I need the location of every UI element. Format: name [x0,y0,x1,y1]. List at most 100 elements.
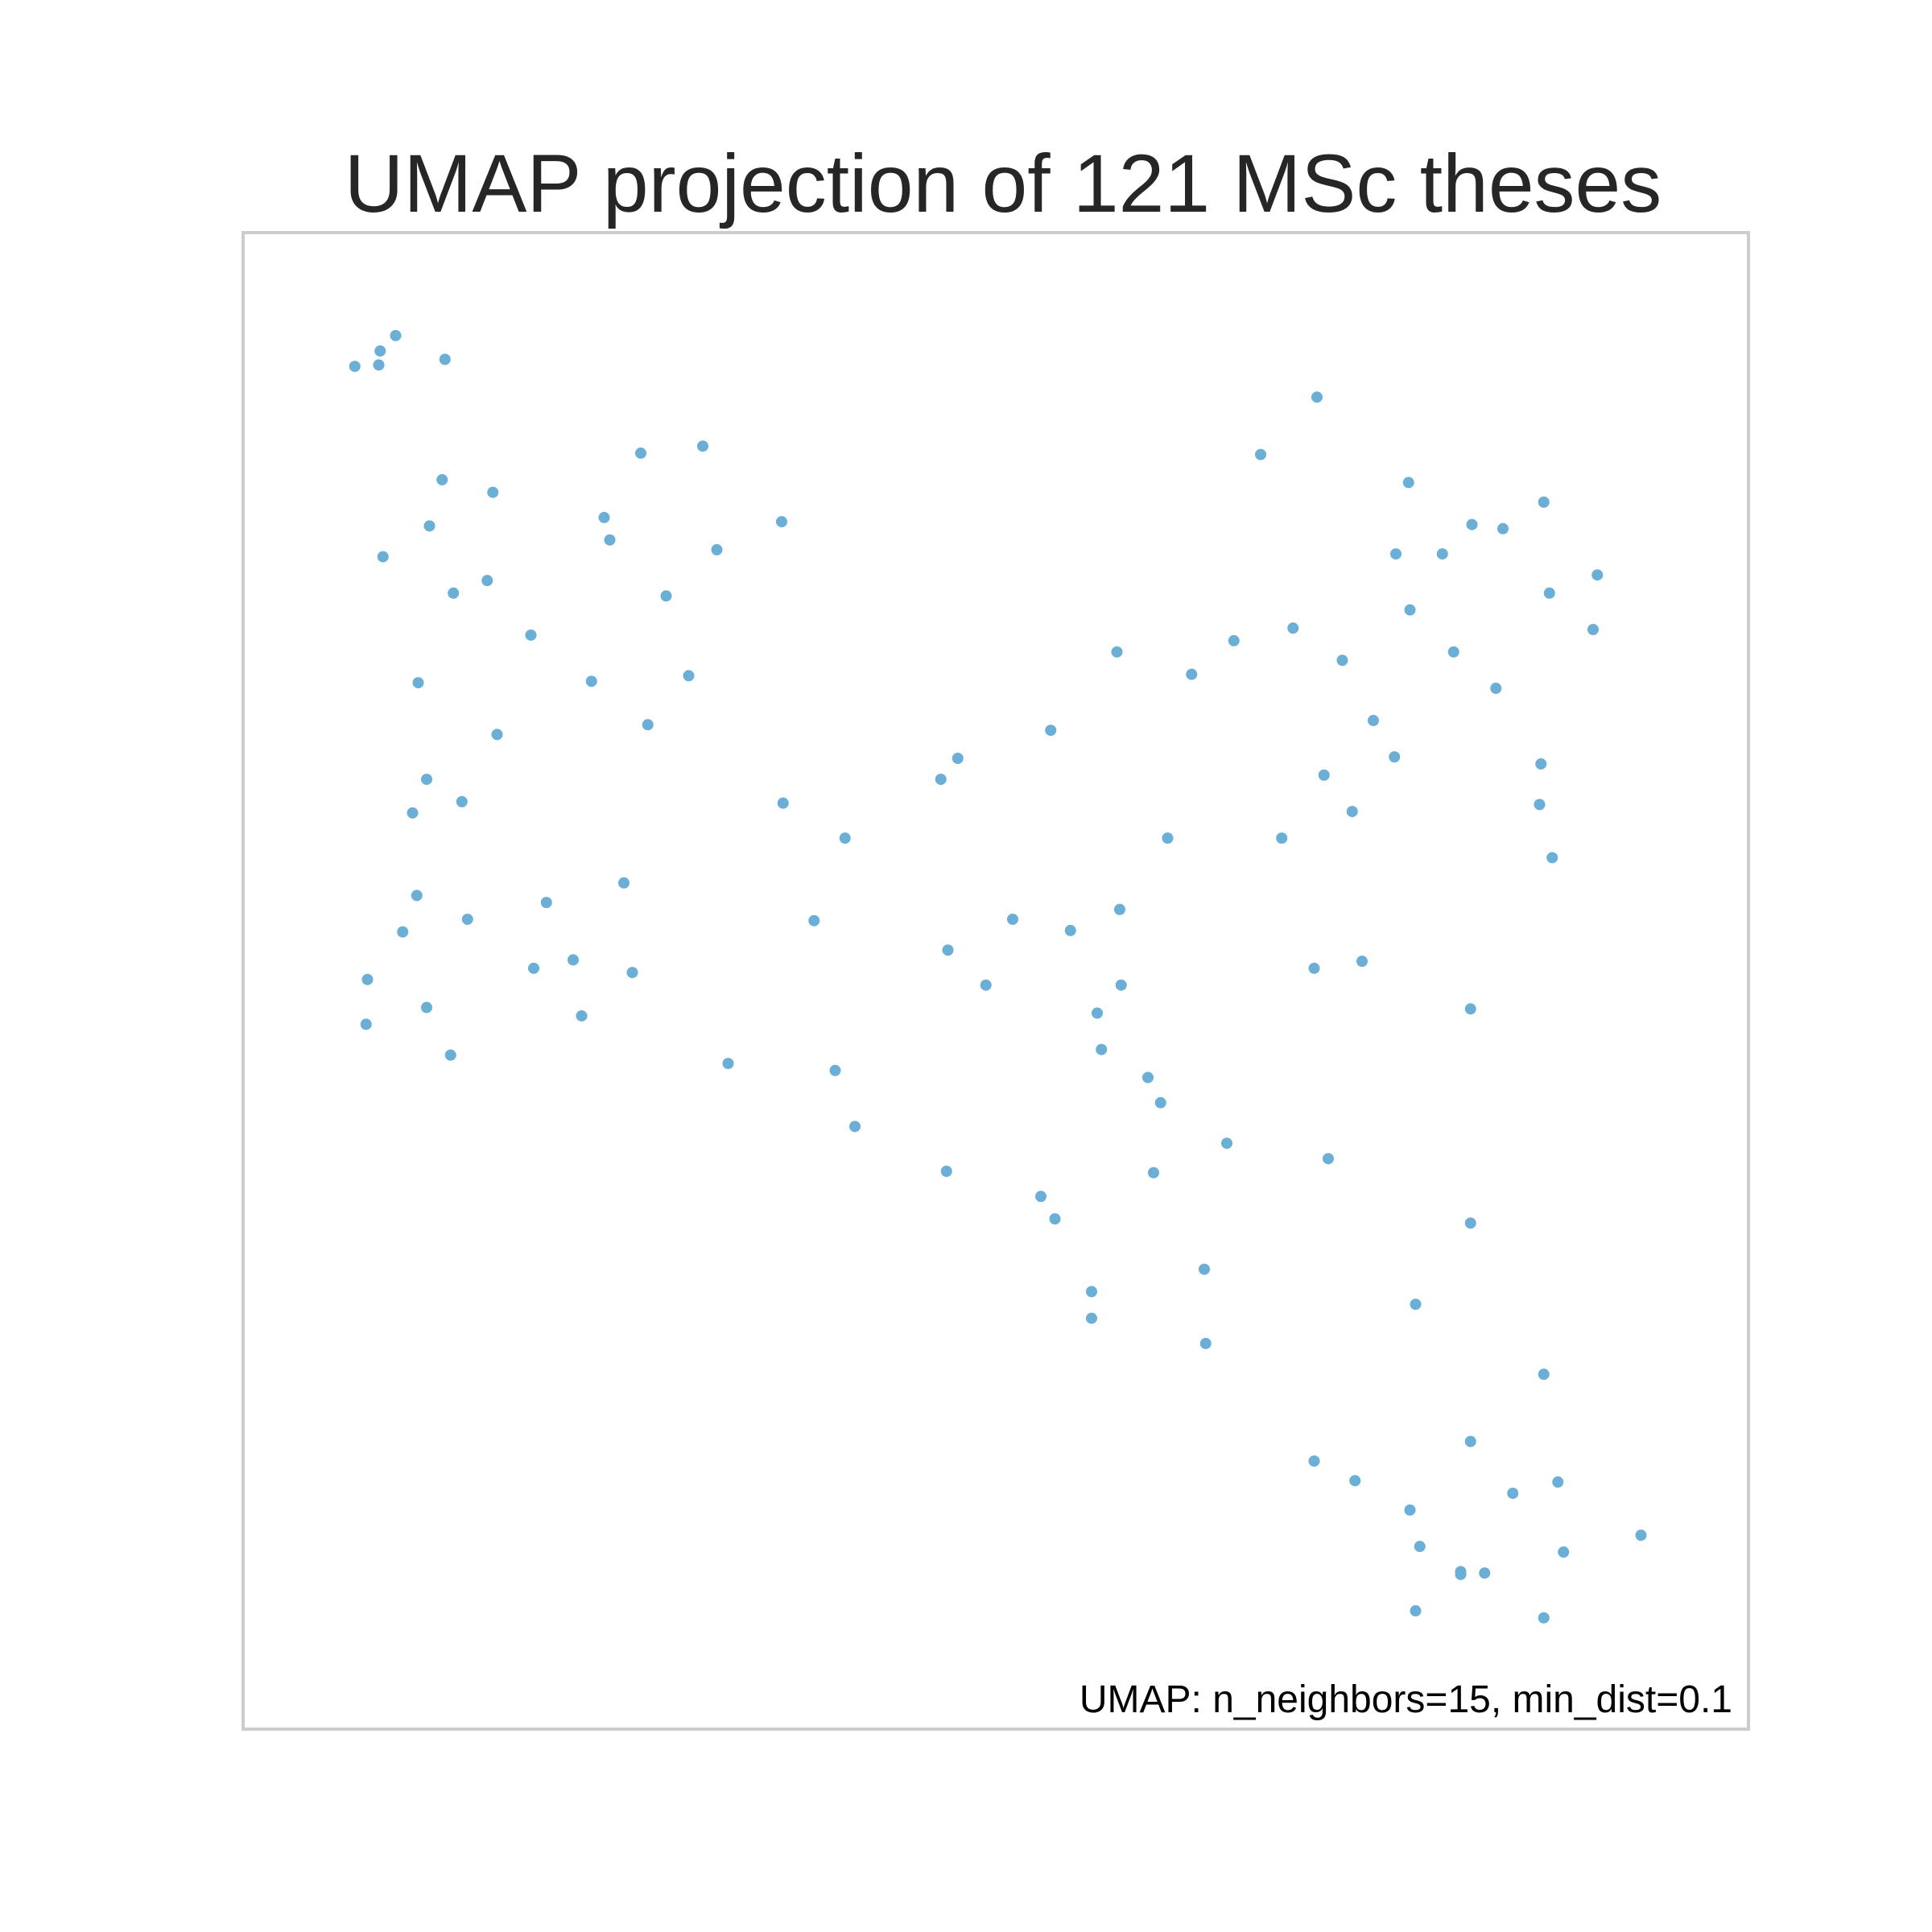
scatter-point [421,774,432,786]
scatter-point [1402,477,1414,489]
scatter-point [1587,624,1599,636]
scatter-point [1308,962,1320,974]
scatter-point [411,890,423,902]
scatter-point [423,520,436,532]
scatter-point [1086,1286,1097,1298]
scatter-point [1436,548,1448,560]
scatter-point [1356,956,1368,968]
scatter-point [361,973,374,985]
scatter-point [683,670,695,682]
scatter-point [448,587,460,599]
scatter-point [839,832,851,844]
scatter-point [1186,668,1198,680]
scatter-point [528,962,539,974]
scatter-point [1092,1007,1103,1019]
scatter-point [374,345,386,357]
scatter-point [1064,924,1076,936]
scatter-point [935,774,947,786]
scatter-point [1148,1166,1159,1179]
scatter-point [849,1121,861,1133]
scatter-point [540,897,552,909]
scatter-point [1162,832,1174,844]
scatter-point [1538,1612,1550,1624]
scatter-point [491,729,503,741]
scatter-point [598,511,610,523]
scatter-point [660,590,672,602]
scatter-point [576,1009,588,1022]
scatter-point [407,807,419,819]
scatter-point [456,795,468,807]
scatter-point [1154,1096,1166,1108]
scatter-point [808,914,820,927]
scatter-point [436,473,448,485]
scatter-point [1404,1504,1416,1516]
scatter-point [1308,1455,1320,1467]
scatter-point [1199,1263,1210,1275]
scatter-point [1086,1312,1097,1324]
scatter-point [1447,646,1459,658]
scatter-point [1404,604,1416,616]
scatter-point [618,877,630,889]
scatter-point [1007,913,1018,925]
scatter-point [626,967,638,979]
scatter-point [1336,654,1348,667]
scatter-point [1368,715,1379,727]
scatter-point [1096,1043,1108,1055]
scatter-point [1111,646,1123,658]
scatter-point [377,551,389,563]
scatter-point [1276,832,1288,844]
scatter-point [1287,622,1299,634]
scatter-point [1455,1568,1467,1580]
scatter-point [1221,1137,1232,1150]
scatter-point [1464,1003,1476,1015]
scatter-point [421,1001,432,1013]
scatter-point [1049,1213,1061,1225]
scatter-point [940,1166,952,1178]
scatter-point [1535,758,1547,770]
plot-area-frame [242,231,1750,1731]
scatter-point [1538,1368,1550,1381]
scatter-point [1115,979,1127,991]
scatter-point [1199,1337,1212,1349]
scatter-point [1410,1298,1422,1311]
scatter-point [397,926,409,938]
scatter-point [722,1058,734,1070]
scatter-point [525,629,537,641]
scatter-point [1466,518,1478,530]
scatter-point [1464,1217,1476,1229]
umap-parameters-annotation: UMAP: n_neighbors=15, min_dist=0.1 [1080,1678,1732,1721]
scatter-point [942,944,954,956]
scatter-point [952,752,964,764]
scatter-point [697,440,708,452]
scatter-point [604,534,616,546]
scatter-point [1390,548,1402,560]
scatter-point [1546,852,1558,864]
scatter-point [1414,1541,1426,1553]
scatter-point [439,353,451,365]
scatter-point [585,675,597,687]
scatter-point [711,543,723,555]
scatter-points [349,329,1647,1624]
scatter-point [1323,1153,1334,1165]
scatter-point [1490,683,1502,695]
chart-title: UMAP projection of 121 MSc theses [345,138,1662,229]
scatter-point [642,719,654,731]
scatter-point [1635,1530,1647,1542]
scatter-point [1114,903,1125,915]
scatter-point [481,575,493,587]
scatter-point [1142,1071,1154,1084]
scatter-point [829,1064,841,1076]
scatter-point [635,447,646,459]
scatter-point [1410,1605,1422,1617]
scatter-point [1534,799,1546,811]
scatter-point [980,979,992,991]
scatter-point [1389,751,1401,763]
scatter-point [444,1049,456,1061]
scatter-point [390,329,402,341]
scatter-point [373,359,385,371]
scatter-point [1558,1546,1570,1558]
scatter-point [349,361,361,373]
scatter-point [1497,522,1509,535]
